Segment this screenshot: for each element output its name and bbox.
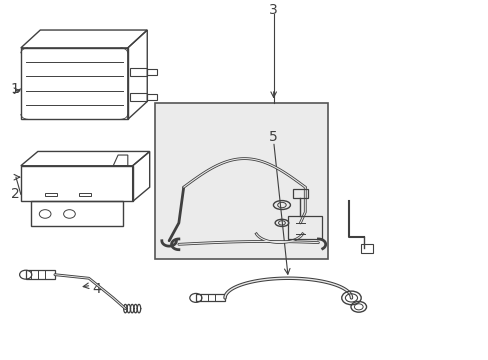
Bar: [26, 270, 55, 279]
Bar: [292, 189, 307, 198]
Text: 5: 5: [269, 130, 278, 144]
Bar: [147, 94, 157, 100]
Text: 1: 1: [11, 82, 20, 96]
Text: 4: 4: [92, 282, 101, 296]
Bar: [361, 244, 372, 253]
Bar: [154, 103, 327, 258]
Text: 2: 2: [11, 187, 20, 201]
Bar: [196, 294, 224, 301]
Bar: [130, 93, 147, 102]
Text: 3: 3: [269, 3, 278, 17]
Bar: [287, 216, 322, 239]
Bar: [147, 69, 157, 75]
Bar: [130, 68, 147, 76]
Bar: [45, 193, 57, 196]
Bar: [79, 193, 91, 196]
